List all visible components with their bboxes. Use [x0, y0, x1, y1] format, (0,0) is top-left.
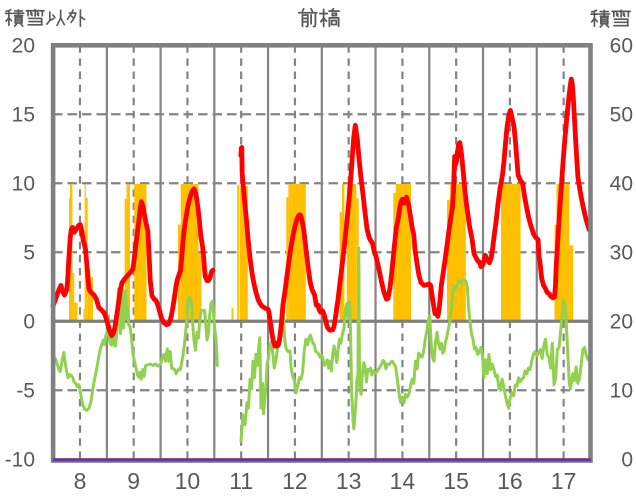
- svg-text:15: 15: [443, 468, 469, 494]
- svg-text:0: 0: [23, 311, 35, 334]
- svg-text:30: 30: [610, 242, 633, 265]
- svg-text:10: 10: [610, 380, 633, 403]
- svg-text:9: 9: [127, 468, 140, 494]
- svg-text:20: 20: [12, 35, 35, 58]
- svg-text:16: 16: [497, 468, 523, 494]
- svg-text:-10: -10: [5, 449, 35, 472]
- svg-text:11: 11: [229, 468, 253, 494]
- svg-text:8: 8: [74, 468, 87, 494]
- svg-text:5: 5: [23, 242, 35, 265]
- svg-text:17: 17: [551, 468, 577, 494]
- svg-text:40: 40: [610, 173, 633, 196]
- svg-text:12: 12: [282, 468, 308, 494]
- svg-text:13: 13: [336, 468, 362, 494]
- svg-text:15: 15: [12, 104, 35, 127]
- svg-text:60: 60: [610, 35, 633, 58]
- svg-text:10: 10: [12, 173, 35, 196]
- svg-text:50: 50: [610, 104, 633, 127]
- svg-text:10: 10: [175, 468, 201, 494]
- svg-text:14: 14: [390, 468, 416, 494]
- svg-text:0: 0: [621, 449, 633, 472]
- svg-text:20: 20: [610, 311, 633, 334]
- svg-text:-5: -5: [16, 380, 35, 403]
